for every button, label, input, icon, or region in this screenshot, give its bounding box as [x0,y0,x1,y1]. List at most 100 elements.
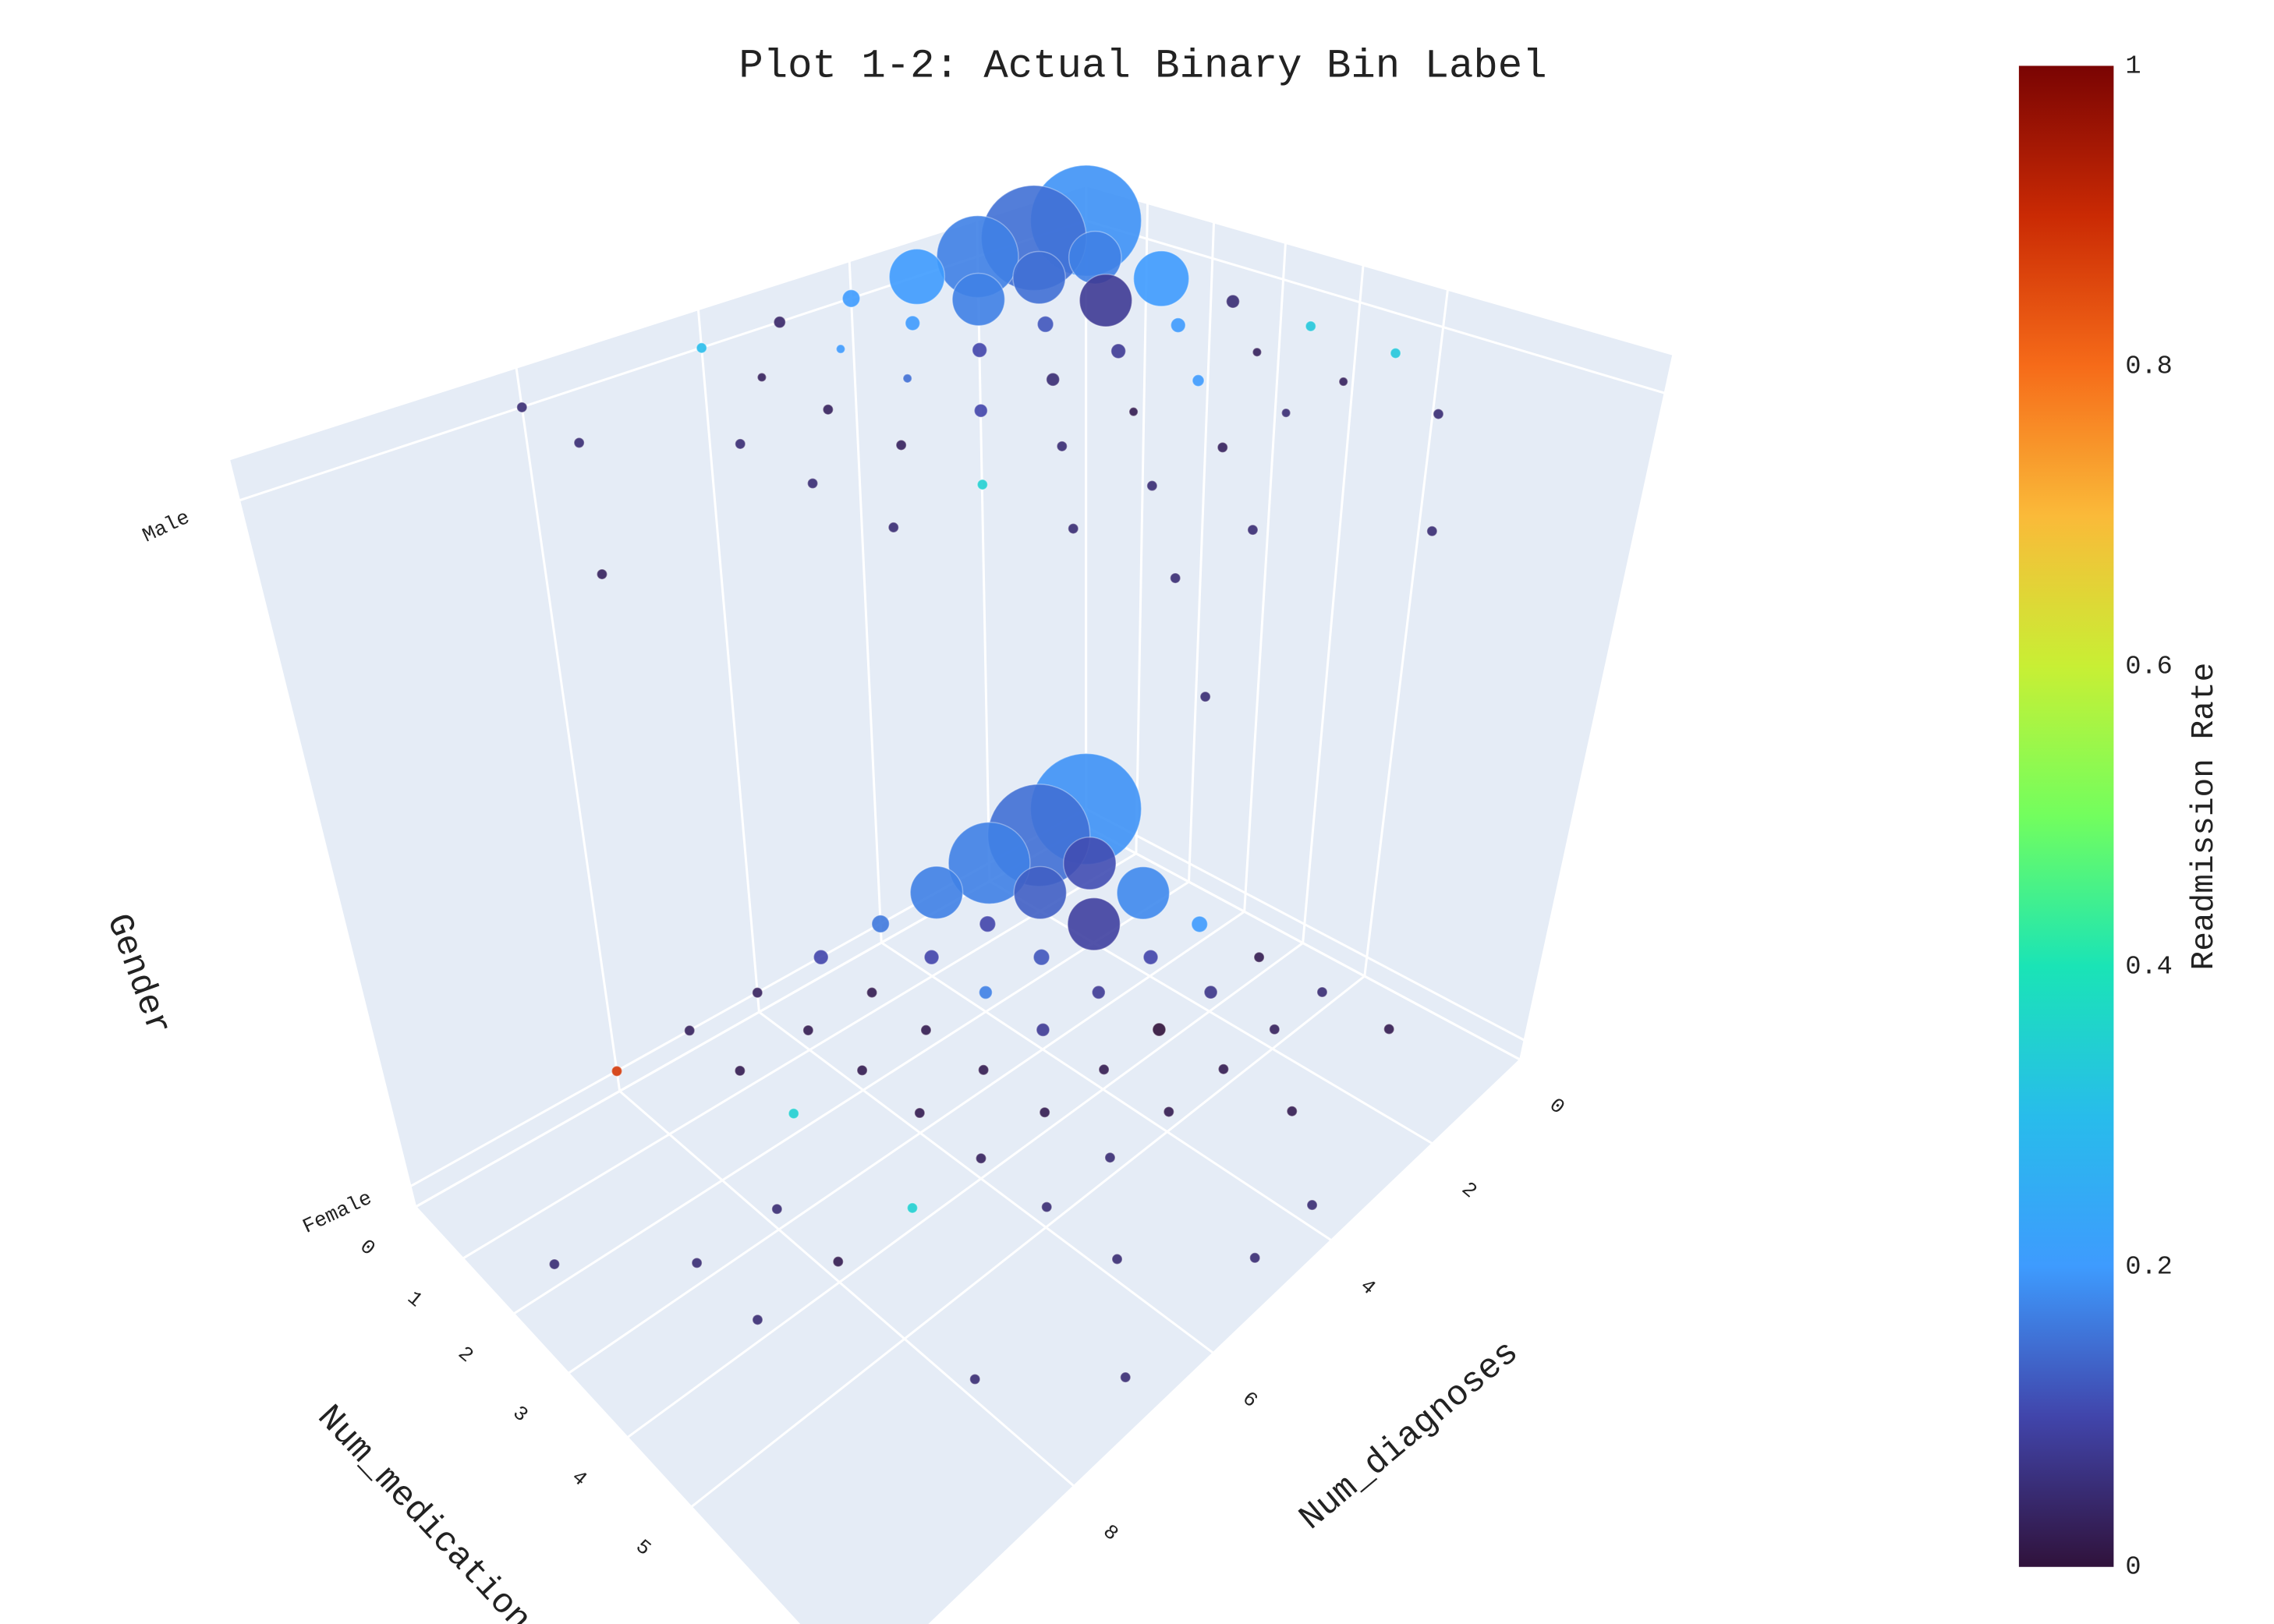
data-point [1036,315,1054,333]
data-point [1056,440,1068,452]
x-grid-line [512,880,1190,1315]
x-tick-label: 3 [508,1401,532,1427]
data-point [1383,1023,1395,1035]
data-point [1062,836,1117,890]
data-point [1128,406,1139,417]
data-point [976,479,989,490]
colorbar-tick-label: 1 [2125,51,2141,81]
data-point [973,403,988,418]
data-point [806,477,819,490]
y-grid-line [1085,825,1521,1061]
data-point [920,1024,932,1036]
data-point [1033,948,1050,966]
y-axis-title: Num_diagnoses [1292,1333,1526,1538]
data-point [696,342,707,354]
data-point [905,315,921,331]
data-point [1390,347,1401,359]
colorbar-tick-label: 0.8 [2125,352,2173,381]
y-grid-line [976,220,991,882]
data-point [888,248,946,306]
data-point [691,1257,703,1269]
data-point [841,288,861,308]
data-point [977,1064,990,1076]
data-point [1098,1063,1110,1076]
x-grid-line [626,942,1304,1439]
data-point [734,438,746,450]
chart-title: Plot 1-2: Actual Binary Bin Label [739,42,1546,89]
data-point [1146,479,1158,492]
x-tick-label: 5 [631,1535,655,1561]
x-axis-title: Num_medications [309,1398,552,1624]
x-grid-line [1135,203,1149,854]
data-point [1111,1253,1123,1265]
data-point [1253,951,1265,964]
x-grid-line [1188,221,1216,883]
z-grid-line [1085,808,1525,1042]
data-point [902,373,912,384]
data-point [1036,1022,1050,1038]
data-point [1116,865,1171,920]
y-tick-label: 2 [1457,1177,1481,1203]
y-tick-label: 0 [1545,1093,1569,1119]
data-point [1163,1106,1175,1118]
data-point [734,1065,746,1077]
data-point [871,915,891,933]
data-point [1152,1022,1167,1037]
colorbar [2018,65,2114,1567]
y-tick-label: 8 [1098,1520,1122,1545]
x-tick-label: 4 [567,1466,591,1491]
data-point [596,568,608,580]
data-point [1132,250,1190,307]
data-point [788,1107,800,1120]
z-tick-label: Male [139,506,193,548]
y-grid-line [880,941,1333,1242]
data-point [1013,865,1068,920]
colorbar-tick-label: 0.4 [2125,953,2173,982]
data-point [1142,949,1159,965]
data-point [1433,408,1444,420]
data-point [1217,1063,1230,1075]
data-point [1104,1152,1116,1164]
data-point [1091,985,1106,1000]
data-point [1039,1106,1050,1119]
data-point [1170,317,1186,334]
data-point [979,915,997,933]
colorbar-tick-label: 0.6 [2125,652,2173,681]
y-grid-line [618,1090,1075,1488]
x-grid-line [462,852,1137,1260]
data-point [1067,522,1079,535]
data-point [1225,294,1241,309]
data-point [923,949,940,965]
data-point [972,341,988,359]
data-point [611,1065,623,1077]
y-tick-label: 4 [1355,1274,1380,1300]
data-point [906,1202,919,1214]
data-point [832,1255,845,1268]
data-point [1252,347,1263,358]
data-point [914,1107,926,1119]
data-point [756,372,767,383]
data-point [771,1203,783,1215]
data-point [1316,986,1328,998]
data-point [1286,1105,1298,1117]
x-grid-line [1302,264,1365,943]
colorbar-title: Readmission Rate [2187,663,2223,971]
data-point [1247,524,1259,536]
data-point [947,821,1031,905]
x-tick-label: 1 [402,1286,427,1312]
scene-planes [227,183,1675,1624]
data-point [969,1373,981,1385]
data-point [1169,572,1181,584]
data-point [773,315,786,329]
data-point [887,522,900,533]
x-grid-line [690,975,1365,1509]
data-point [1203,985,1218,1000]
data-point [866,986,878,999]
z-grid-line [1086,219,1666,395]
data-point [856,1064,868,1077]
data-point [951,272,1006,327]
data-point [548,1258,561,1270]
data-point [1306,1199,1318,1211]
